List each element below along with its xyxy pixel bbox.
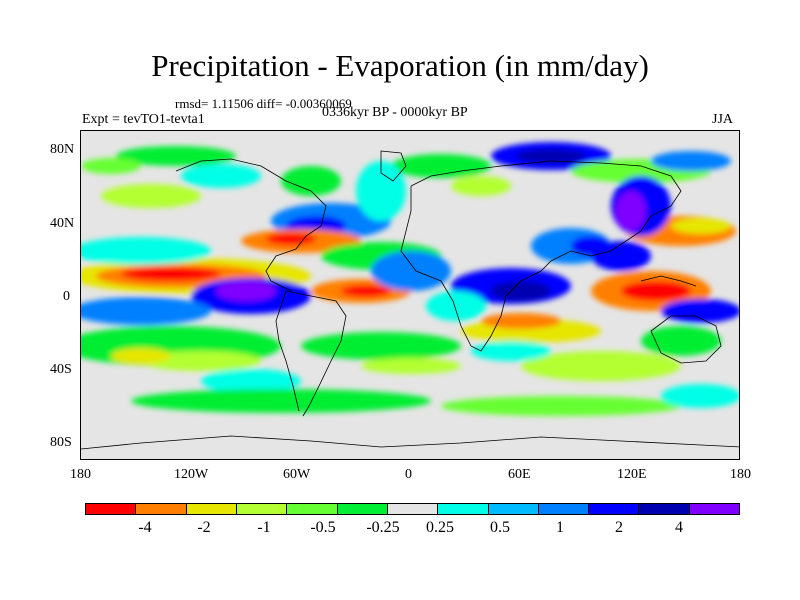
- colorbar-label: -0.5: [310, 519, 336, 536]
- colorbar-swatch: [236, 504, 288, 514]
- lat-label: 40N: [50, 216, 75, 231]
- colorbar-swatch: [639, 504, 690, 514]
- experiment-label: Expt = tevTO1-tevta1: [82, 112, 205, 127]
- period-label: 0336kyr BP - 0000kyr BP: [322, 105, 468, 120]
- lat-label: 80S: [50, 435, 72, 450]
- colorbar-swatch: [287, 504, 338, 514]
- lon-label: 180: [70, 467, 91, 482]
- lon-label: 180: [730, 467, 751, 482]
- colorbar-label: -4: [138, 519, 152, 536]
- colorbar-label: 2: [615, 519, 623, 536]
- colorbar-swatch: [538, 504, 590, 514]
- stats-line: rmsd= 1.11506 diff= -0.00360069: [175, 96, 352, 111]
- lon-label: 120W: [174, 467, 209, 482]
- colorbar-swatch: [387, 504, 439, 514]
- colorbar-label: 0.25: [426, 519, 454, 536]
- colorbar-label: 0.5: [490, 519, 510, 536]
- lon-label: 120E: [617, 467, 647, 482]
- colorbar-swatch: [86, 504, 137, 514]
- colorbar: [85, 503, 740, 515]
- lon-label: 60E: [508, 467, 531, 482]
- colorbar-swatch: [689, 504, 740, 514]
- map-plot-area: [80, 130, 740, 460]
- colorbar-swatch: [589, 504, 640, 514]
- colorbar-label: 4: [675, 519, 683, 536]
- colorbar-swatch: [337, 504, 388, 514]
- lat-label: 0: [63, 289, 70, 304]
- colorbar-label: 1: [556, 519, 564, 536]
- colorbar-swatch: [488, 504, 539, 514]
- colorbar-swatch: [438, 504, 489, 514]
- map-field: [81, 131, 739, 459]
- coastlines: [81, 150, 739, 450]
- colorbar-label: -1: [257, 519, 271, 536]
- chart-title: Precipitation - Evaporation (in mm/day): [151, 48, 649, 83]
- season-label: JJA: [712, 112, 734, 127]
- lat-label: 80N: [50, 142, 75, 157]
- lon-label: 0: [405, 467, 412, 482]
- lon-label: 60W: [283, 467, 311, 482]
- colorbar-swatch: [136, 504, 187, 514]
- lat-label: 40S: [50, 362, 72, 377]
- colorbar-label: -2: [197, 519, 211, 536]
- colorbar-label: -0.25: [366, 519, 400, 536]
- colorbar-swatch: [186, 504, 237, 514]
